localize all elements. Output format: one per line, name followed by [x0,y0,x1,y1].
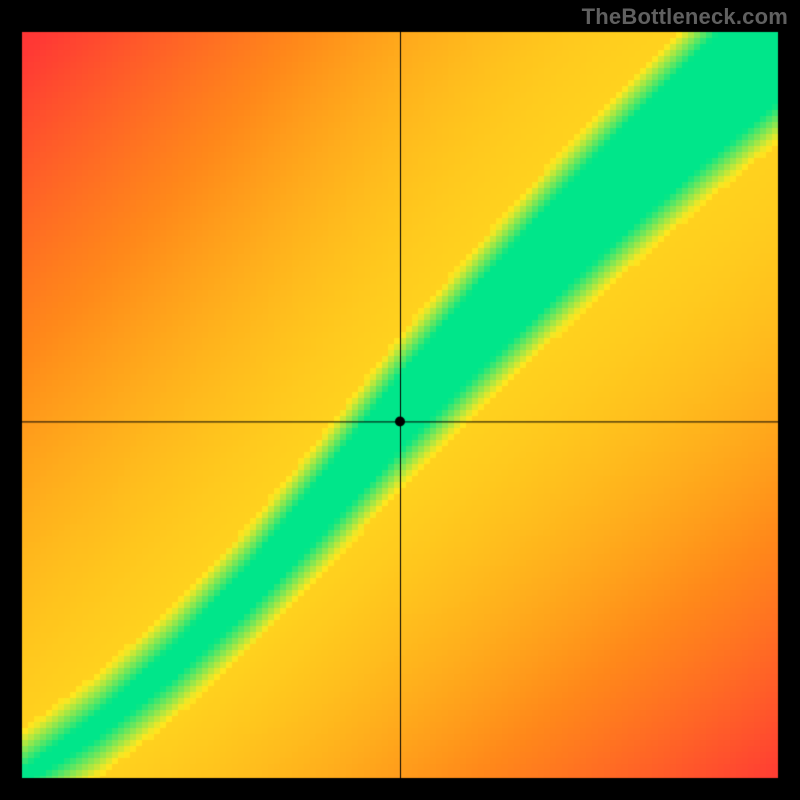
watermark-text: TheBottleneck.com [582,4,788,30]
bottleneck-heatmap [0,0,800,800]
chart-container: TheBottleneck.com [0,0,800,800]
